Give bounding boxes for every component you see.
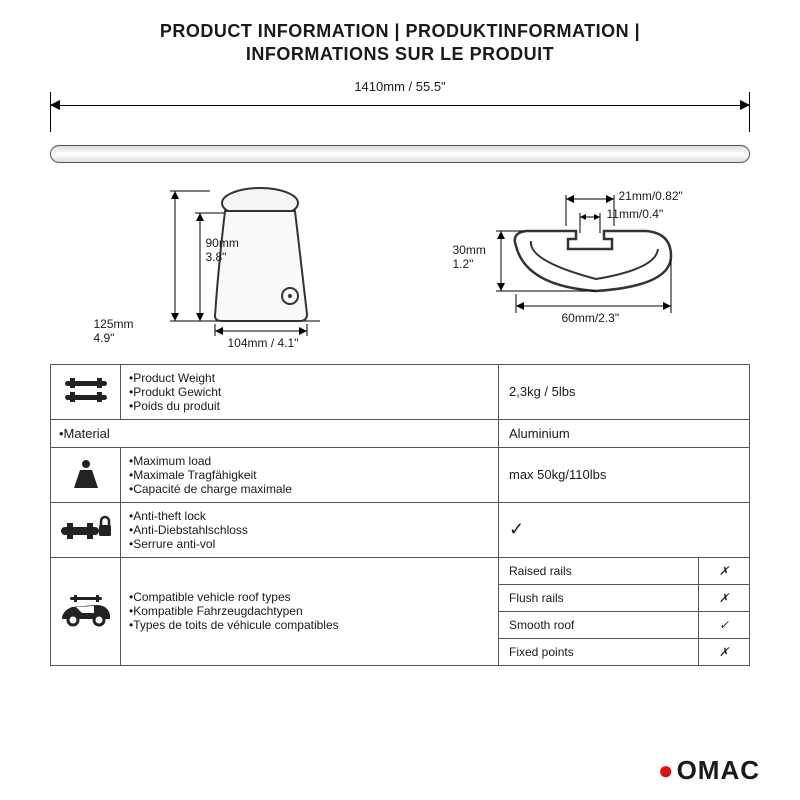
foot-width: 104mm / 4.1"	[228, 336, 299, 350]
brand-text: OMAC	[677, 755, 760, 786]
weight-labels: •Product Weight •Produkt Gewicht •Poids …	[121, 365, 499, 419]
title-line-2: INFORMATIONS SUR LE PRODUIT	[50, 43, 750, 66]
material-label: •Material	[51, 420, 499, 447]
load-value: max 50kg/110lbs	[499, 448, 749, 502]
foot-height-inner: 90mm 3.8"	[206, 236, 239, 265]
roof-type-subtable: Raised rails ✗ Flush rails ✗ Smooth roof…	[499, 558, 749, 665]
page-title: PRODUCT INFORMATION | PRODUKTINFORMATION…	[50, 20, 750, 67]
row-material: •Material Aluminium	[51, 419, 749, 447]
roof-row: Flush rails ✗	[499, 584, 749, 611]
dimension-diagrams: 125mm 4.9"	[50, 181, 750, 346]
load-labels: •Maximum load •Maximale Tragfähigkeit •C…	[121, 448, 499, 502]
lock-icon	[51, 503, 121, 557]
profile-slot-w: 21mm/0.82"	[618, 189, 682, 203]
brand-dot-icon: ●	[658, 755, 675, 786]
profile-diagram: 21mm/0.82" 11mm/0.4" 30mm 1.2" 60mm/2.3"	[446, 191, 706, 346]
lock-labels: •Anti-theft lock •Anti-Diebstahlschloss …	[121, 503, 499, 557]
foot-diagram: 125mm 4.9"	[93, 181, 339, 346]
profile-width: 60mm/2.3"	[561, 311, 619, 325]
spec-table: •Product Weight •Produkt Gewicht •Poids …	[50, 364, 750, 666]
roof-row: Smooth roof ✓	[499, 611, 749, 638]
crossbar-side-view	[50, 145, 750, 163]
brand-logo: ●OMAC	[658, 755, 760, 786]
row-load: •Maximum load •Maximale Tragfähigkeit •C…	[51, 447, 749, 502]
lock-value: ✓	[499, 503, 749, 557]
weight-icon	[51, 365, 121, 419]
title-line-1: PRODUCT INFORMATION | PRODUKTINFORMATION…	[50, 20, 750, 43]
roof-row: Fixed points ✗	[499, 638, 749, 665]
weight-value: 2,3kg / 5lbs	[499, 365, 749, 419]
row-weight: •Product Weight •Produkt Gewicht •Poids …	[51, 365, 749, 419]
car-icon	[51, 558, 121, 665]
overall-length-label: 1410mm / 55.5"	[50, 79, 750, 94]
roof-row: Raised rails ✗	[499, 558, 749, 584]
foot-svg	[140, 181, 340, 341]
row-roof: •Compatible vehicle roof types •Kompatib…	[51, 557, 749, 665]
overall-length-dimension: 1410mm / 55.5"	[50, 79, 750, 139]
material-value: Aluminium	[499, 420, 749, 447]
roof-labels: •Compatible vehicle roof types •Kompatib…	[121, 558, 499, 665]
row-lock: •Anti-theft lock •Anti-Diebstahlschloss …	[51, 502, 749, 557]
profile-height: 30mm 1.2"	[452, 243, 485, 272]
profile-slot-gap: 11mm/0.4"	[606, 207, 663, 221]
foot-height-outer: 125mm 4.9"	[93, 317, 133, 346]
load-icon	[51, 448, 121, 502]
